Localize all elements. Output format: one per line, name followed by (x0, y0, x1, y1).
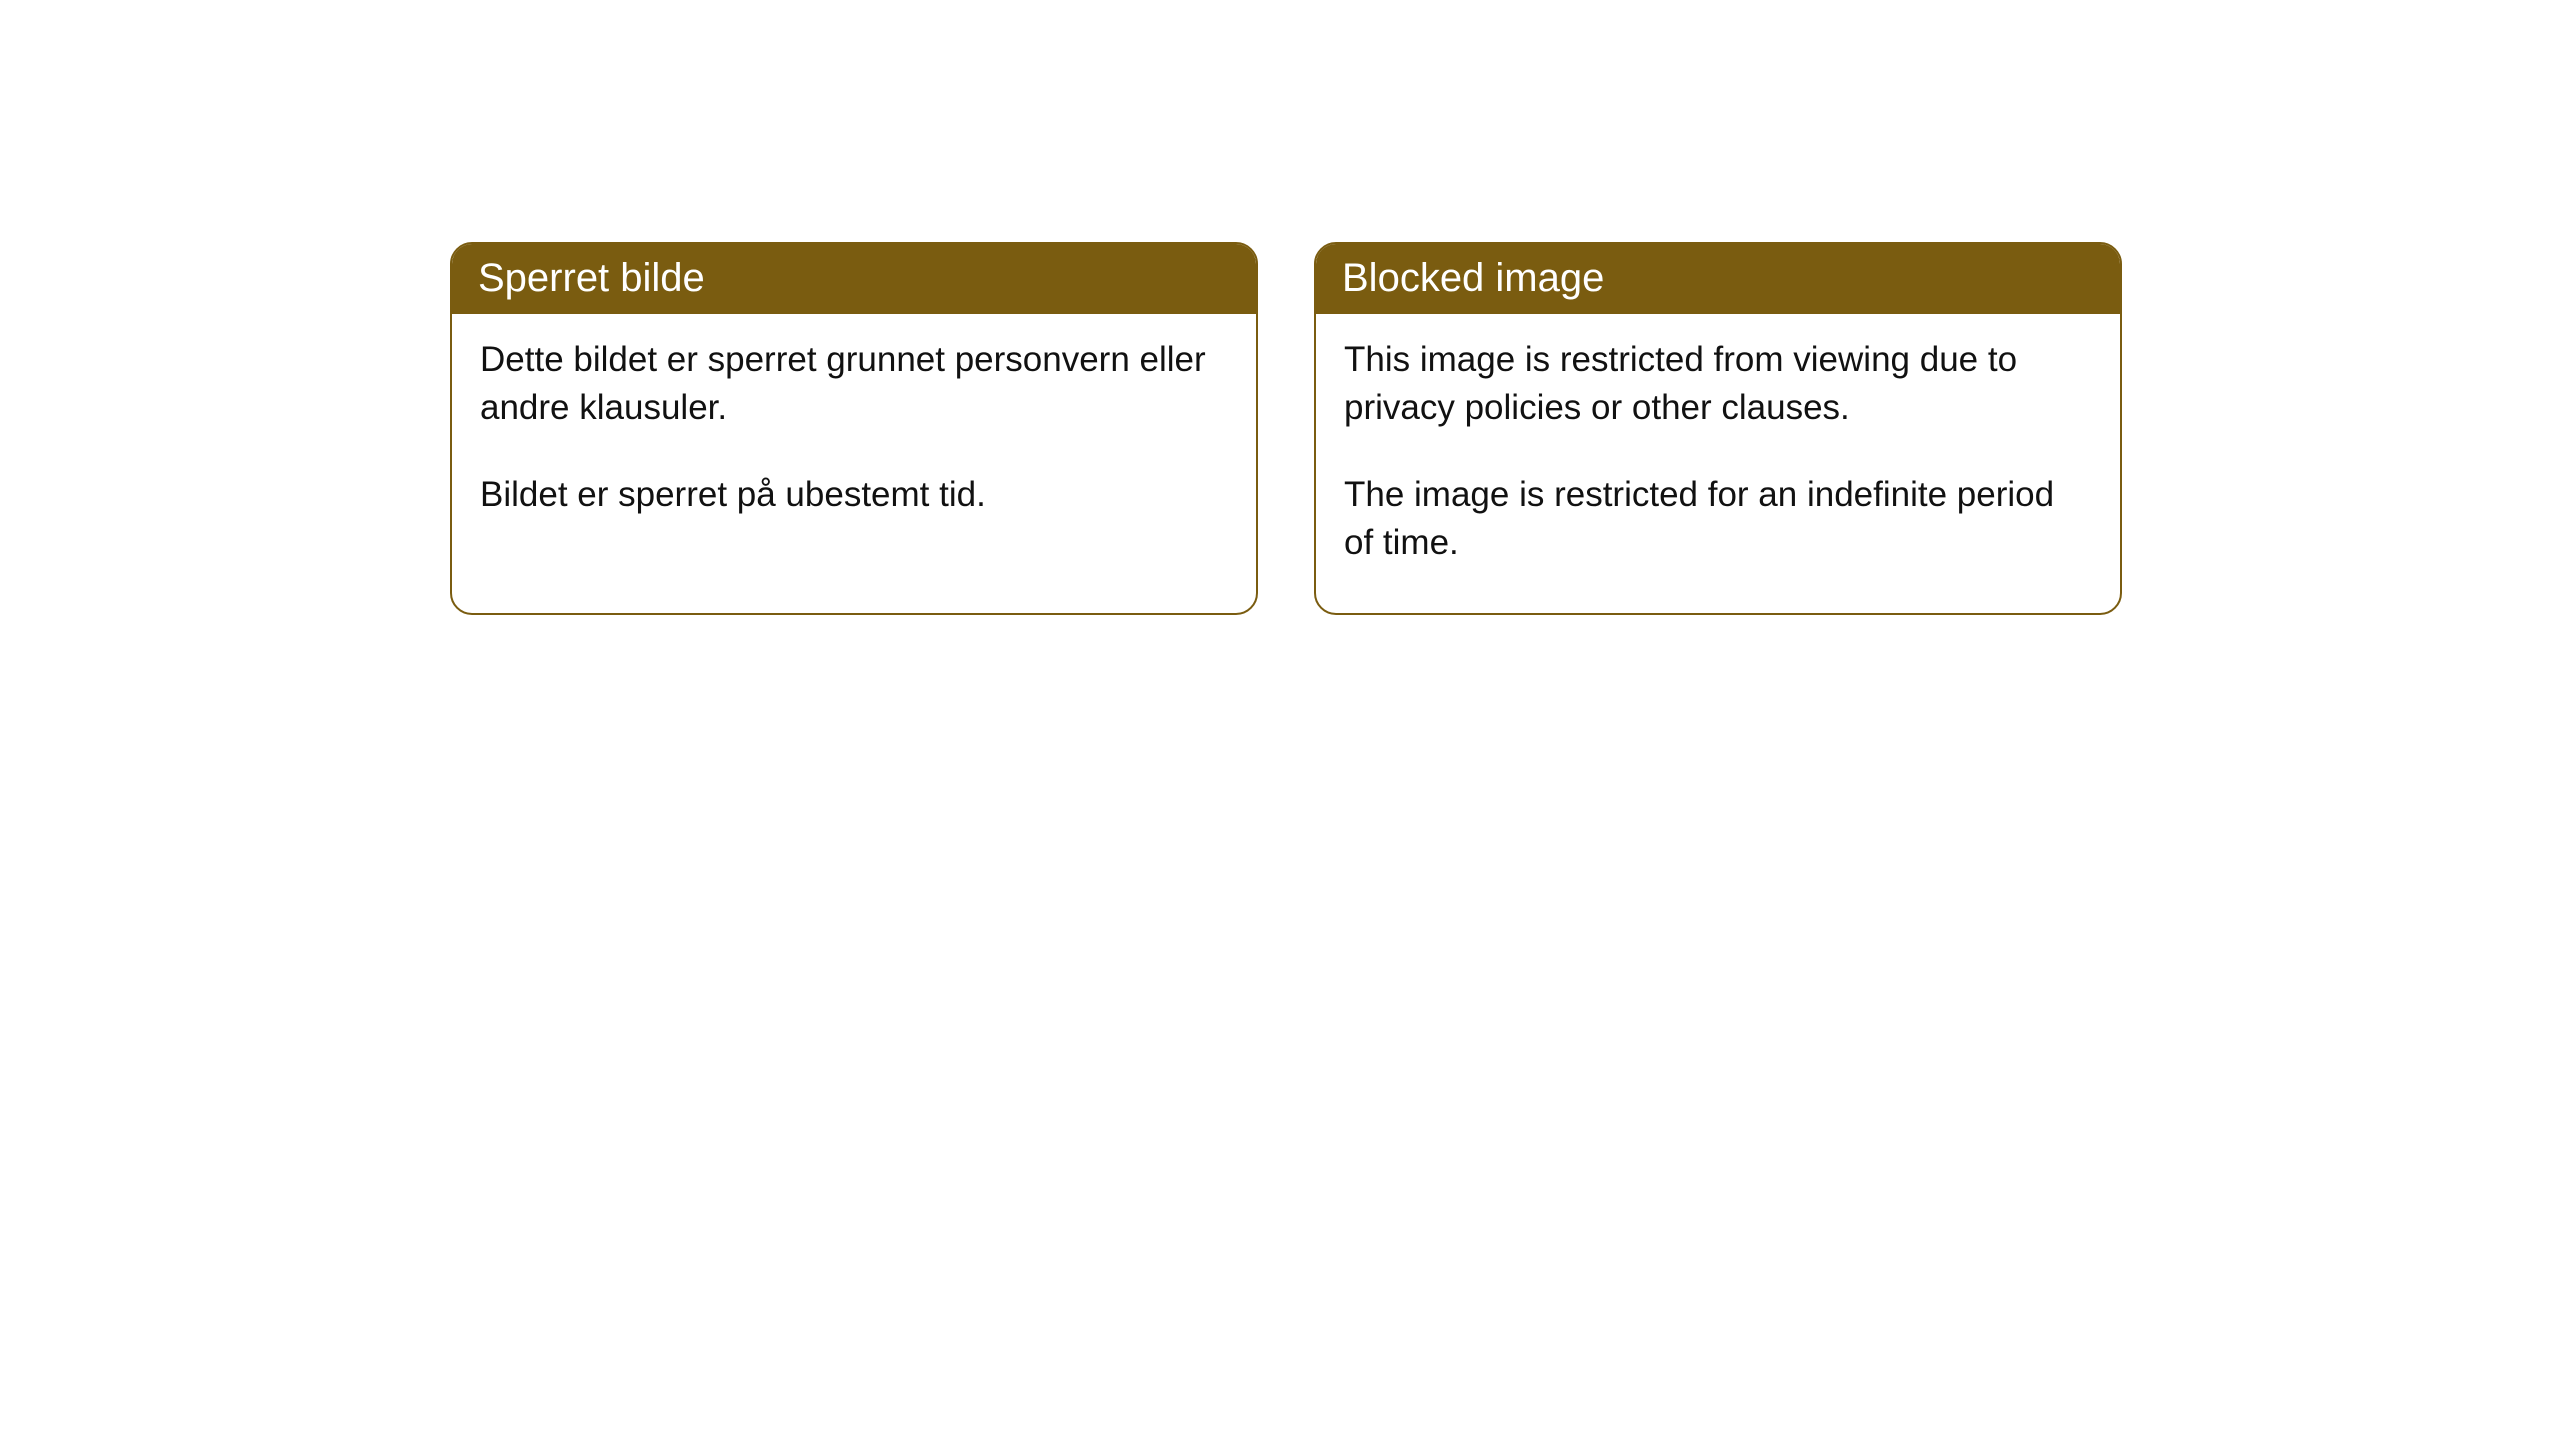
panel-paragraph: Dette bildet er sperret grunnet personve… (480, 336, 1228, 433)
panel-norwegian: Sperret bilde Dette bildet er sperret gr… (450, 242, 1258, 615)
panel-header-english: Blocked image (1316, 244, 2120, 314)
panel-paragraph: Bildet er sperret på ubestemt tid. (480, 471, 1228, 519)
panel-body-english: This image is restricted from viewing du… (1316, 314, 2120, 613)
panels-container: Sperret bilde Dette bildet er sperret gr… (0, 0, 2560, 615)
panel-body-norwegian: Dette bildet er sperret grunnet personve… (452, 314, 1256, 565)
panel-english: Blocked image This image is restricted f… (1314, 242, 2122, 615)
panel-header-norwegian: Sperret bilde (452, 244, 1256, 314)
panel-paragraph: The image is restricted for an indefinit… (1344, 471, 2092, 568)
panel-paragraph: This image is restricted from viewing du… (1344, 336, 2092, 433)
